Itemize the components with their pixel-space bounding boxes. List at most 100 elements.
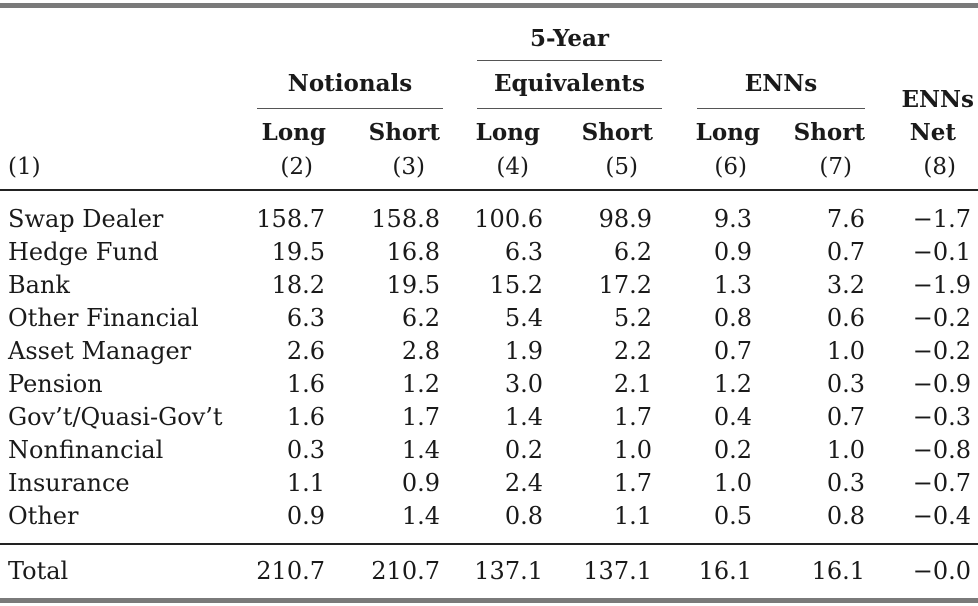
table-cell: −0.2	[912, 337, 971, 365]
table-cell: 0.2	[713, 436, 752, 464]
table-cell: −0.7	[912, 469, 971, 497]
table-cell: 19.5	[386, 271, 440, 299]
column-number-5: (5)	[605, 154, 638, 180]
group-overline-5year	[477, 60, 662, 61]
table-cell: −1.9	[912, 271, 971, 299]
group-underline-notionals	[257, 108, 443, 109]
table-cell: 1.3	[713, 271, 752, 299]
total-rule	[0, 543, 978, 545]
table-cell: 6.3	[286, 304, 325, 332]
table-cell: 6.2	[401, 304, 440, 332]
table-cell: −1.7	[912, 205, 971, 233]
table-cell: 3.2	[826, 271, 865, 299]
table-cell: 0.8	[504, 502, 543, 530]
subheader-short-5: Short	[581, 119, 653, 146]
header-rule	[0, 189, 978, 191]
column-number-1: (1)	[8, 154, 41, 180]
table-cell: 17.2	[598, 271, 652, 299]
table-cell: 2.1	[613, 370, 652, 398]
row-label-10: Other	[8, 502, 79, 530]
row-label-7: Gov’t/Quasi-Gov’t	[8, 403, 223, 431]
row-label-5: Asset Manager	[8, 337, 192, 365]
table-cell: −0.3	[912, 403, 971, 431]
table-cell: 0.8	[713, 304, 752, 332]
table-cell: 0.2	[504, 436, 543, 464]
group-header-5year-line1: 5-Year	[529, 25, 610, 52]
table-cell: 98.9	[598, 205, 652, 233]
table-cell: 16.1	[698, 557, 752, 585]
table-cell: 210.7	[371, 557, 440, 585]
group-header-enns: ENNs	[744, 70, 818, 97]
row-label-8: Nonfinancial	[8, 436, 164, 464]
table-cell: 6.2	[613, 238, 652, 266]
table-cell: 18.2	[271, 271, 325, 299]
table-cell: 2.2	[613, 337, 652, 365]
group-underline-5year	[477, 108, 662, 109]
table-cell: 1.4	[401, 436, 440, 464]
table-cell: 2.4	[504, 469, 543, 497]
table-cell: 5.2	[613, 304, 652, 332]
table-cell: 9.3	[713, 205, 752, 233]
table-cell: 0.7	[826, 238, 865, 266]
row-label-4: Other Financial	[8, 304, 199, 332]
table-cell: 158.7	[256, 205, 325, 233]
subheader-long-4: Long	[475, 119, 540, 146]
table-cell: 0.9	[713, 238, 752, 266]
table-cell: −0.2	[912, 304, 971, 332]
column-number-3: (3)	[392, 154, 425, 180]
table-cell: 210.7	[256, 557, 325, 585]
table-cell: 0.3	[826, 370, 865, 398]
table-cell: 0.7	[713, 337, 752, 365]
table-cell: 1.1	[613, 502, 652, 530]
table-cell: 137.1	[474, 557, 543, 585]
table-cell: 0.4	[713, 403, 752, 431]
table-cell: 2.8	[401, 337, 440, 365]
table-cell: 1.0	[613, 436, 652, 464]
column-number-6: (6)	[714, 154, 747, 180]
table-cell: 0.5	[713, 502, 752, 530]
column-number-7: (7)	[819, 154, 852, 180]
table-cell: 158.8	[371, 205, 440, 233]
table-cell: 1.0	[826, 337, 865, 365]
table-cell: 0.9	[401, 469, 440, 497]
row-label-3: Bank	[8, 271, 70, 299]
group-header-ennsnet-line2: Net	[909, 119, 956, 146]
table-cell: 1.4	[504, 403, 543, 431]
table-cell: 1.4	[401, 502, 440, 530]
subheader-short-3: Short	[368, 119, 440, 146]
table-cell: 1.6	[286, 403, 325, 431]
table-cell: 2.6	[286, 337, 325, 365]
table-cell: 137.1	[583, 557, 652, 585]
table-cell: 3.0	[504, 370, 543, 398]
table-cell: 7.6	[826, 205, 865, 233]
column-number-8: (8)	[923, 154, 956, 180]
subheader-long-2: Long	[261, 119, 326, 146]
row-label-1: Swap Dealer	[8, 205, 164, 233]
table-cell: 1.0	[826, 436, 865, 464]
table-cell: 0.9	[286, 502, 325, 530]
table-cell: 16.8	[386, 238, 440, 266]
subheader-short-7: Short	[793, 119, 865, 146]
table-cell: 16.1	[811, 557, 865, 585]
table-cell: −0.0	[912, 557, 971, 585]
table-cell: 1.1	[286, 469, 325, 497]
table-cell: 6.3	[504, 238, 543, 266]
column-number-4: (4)	[496, 154, 529, 180]
table-cell: 0.3	[286, 436, 325, 464]
table-cell: 1.7	[613, 469, 652, 497]
row-label-2: Hedge Fund	[8, 238, 159, 266]
table-cell: 1.7	[401, 403, 440, 431]
table-cell: −0.9	[912, 370, 971, 398]
table-cell: −0.1	[912, 238, 971, 266]
row-label-total: Total	[8, 557, 69, 585]
top-rule	[0, 3, 978, 8]
table-cell: 1.2	[713, 370, 752, 398]
table-cell: −0.8	[912, 436, 971, 464]
subheader-long-6: Long	[695, 119, 760, 146]
table-cell: 1.0	[713, 469, 752, 497]
bottom-rule	[0, 598, 978, 603]
table-cell: 1.7	[613, 403, 652, 431]
table-cell: −0.4	[912, 502, 971, 530]
group-underline-enns	[697, 108, 865, 109]
table-cell: 1.2	[401, 370, 440, 398]
